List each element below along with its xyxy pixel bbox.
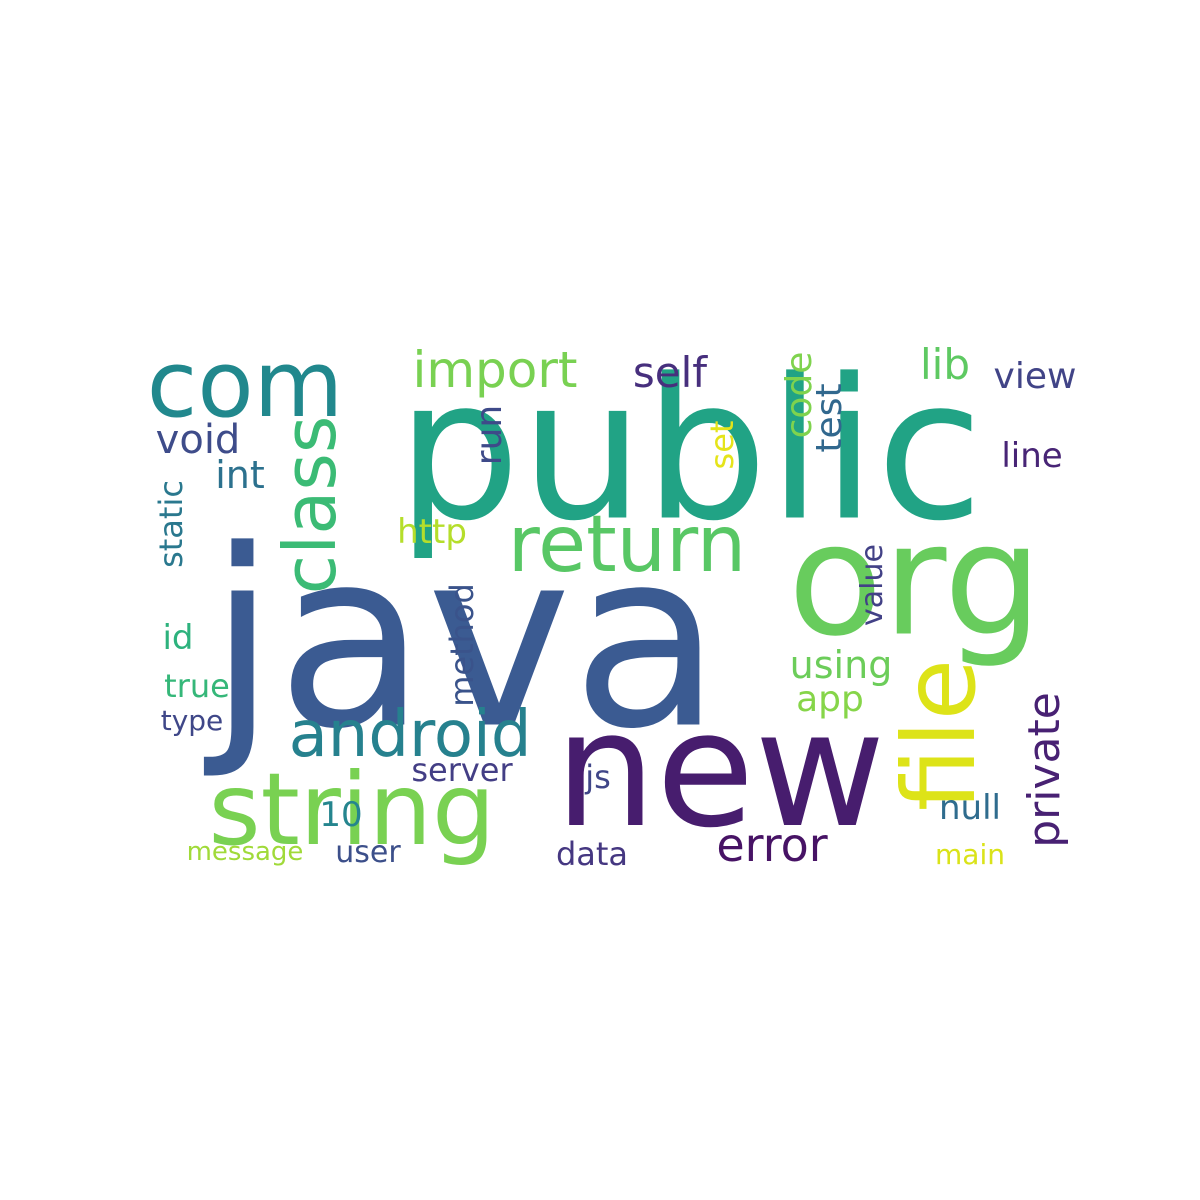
word-id: id [162,618,194,658]
word-void: void [155,417,241,463]
word-app: app [796,679,864,720]
word-value: value [855,544,890,626]
word-return: return [507,500,747,590]
word-http: http [397,512,467,552]
word-string: string [208,751,496,868]
word-com: com [146,331,344,438]
word-error: error [716,818,828,872]
word-message: message [186,837,304,867]
word-null: null [939,788,1001,828]
word-test: test [809,383,850,453]
word-int: int [215,453,265,497]
word-data: data [555,835,629,873]
word-class: class [268,415,352,595]
word-type: type [160,704,224,737]
word-true: true [164,667,230,705]
word-static: static [152,480,190,568]
word-self: self [632,348,708,397]
word-using: using [789,643,893,687]
word-import: import [412,341,578,399]
word-run: run [469,404,510,466]
word-user: user [335,835,401,870]
word-line: line [1001,436,1063,476]
word-public: public [396,336,984,564]
word-new: new [554,676,886,863]
word-server: server [411,751,513,789]
word-10: 10 [319,795,363,835]
word-set: set [703,420,741,470]
word-lib: lib [920,340,970,389]
word-java: java [208,497,722,783]
word-android: android [288,698,532,772]
word-method: method [443,583,481,707]
word-main: main [935,838,1005,871]
word-view: view [993,356,1077,397]
word-private: private [1019,692,1070,848]
word-org: org [787,489,1043,671]
word-js: js [585,758,611,796]
